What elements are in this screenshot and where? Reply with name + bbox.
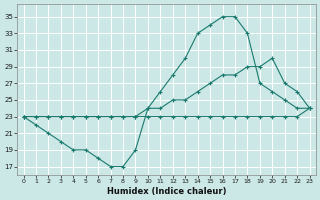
X-axis label: Humidex (Indice chaleur): Humidex (Indice chaleur) bbox=[107, 187, 226, 196]
